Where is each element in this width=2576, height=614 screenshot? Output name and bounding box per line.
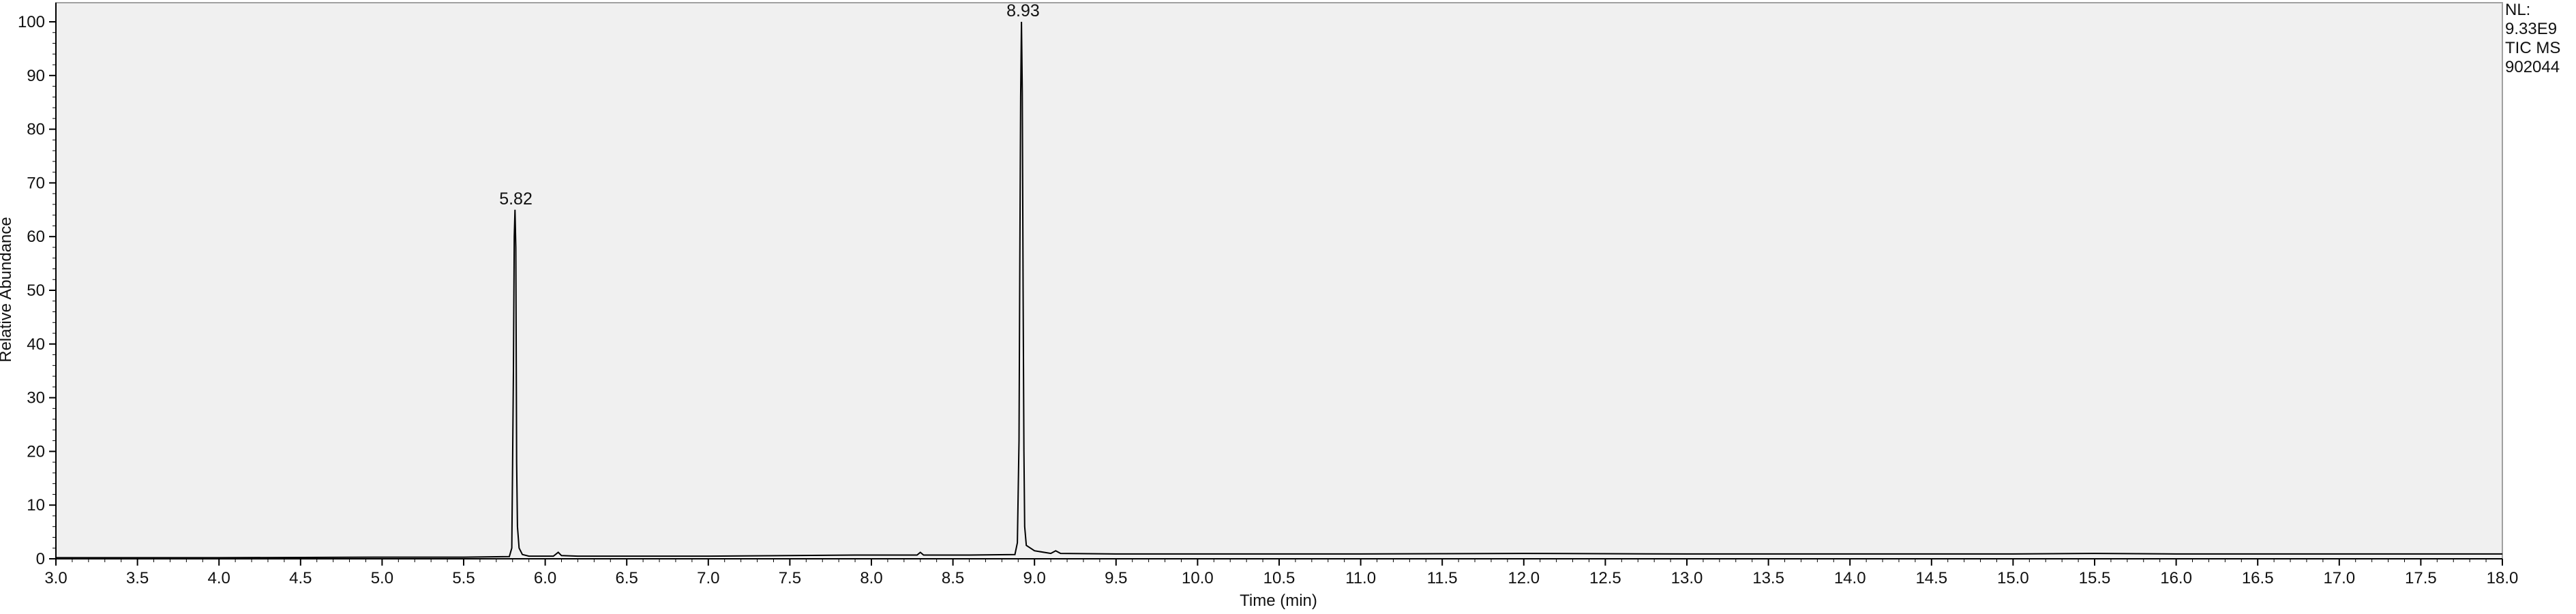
plot-area (55, 2, 2503, 559)
x-tick-label: 16.5 (2242, 569, 2274, 587)
y-tick-label: 60 (27, 228, 45, 246)
x-tick-label: 11.5 (1427, 569, 1458, 587)
y-tick-label: 30 (27, 389, 45, 408)
y-tick-label: 70 (27, 174, 45, 192)
x-tick-label: 14.5 (1915, 569, 1947, 587)
info-nl-value: 9.33E9 (2505, 20, 2557, 38)
x-tick-label: 14.0 (1834, 569, 1866, 587)
chromatogram-trace (56, 21, 2502, 559)
x-tick-label: 9.5 (1105, 569, 1127, 587)
x-tick-label: 17.5 (2405, 569, 2437, 587)
x-tick-label: 5.0 (371, 569, 393, 587)
y-tick-label: 80 (27, 121, 45, 139)
info-nl-label: NL: (2505, 1, 2530, 19)
x-tick-label: 7.5 (779, 569, 801, 587)
x-tick-label: 15.5 (2079, 569, 2111, 587)
info-panel: NL: 9.33E9 TIC MS 902044 (2505, 1, 2560, 76)
x-tick-label: 10.0 (1182, 569, 1214, 587)
x-tick-label: 12.0 (1508, 569, 1540, 587)
peak-label: 8.93 (1006, 1, 1040, 20)
y-axis-title: Relative Abundance (0, 217, 15, 363)
x-tick-label: 8.0 (860, 569, 882, 587)
peak-label: 5.82 (499, 189, 533, 209)
x-tick-label: 15.0 (1997, 569, 2029, 587)
info-scan-type: TIC MS (2505, 39, 2560, 57)
x-tick-label: 4.5 (289, 569, 312, 587)
x-tick-label: 13.0 (1671, 569, 1703, 587)
x-tick-label: 16.0 (2160, 569, 2192, 587)
y-tick-label: 40 (27, 335, 45, 354)
x-tick-label: 3.0 (44, 569, 67, 587)
y-tick-label: 100 (18, 13, 45, 31)
y-tick-label: 0 (36, 550, 45, 568)
x-tick-label: 12.5 (1589, 569, 1621, 587)
x-tick-label: 7.0 (697, 569, 719, 587)
y-tick-label: 90 (27, 67, 45, 85)
y-tick-label: 20 (27, 442, 45, 461)
info-file-id: 902044 (2505, 58, 2560, 76)
x-tick-label: 6.5 (616, 569, 638, 587)
x-tick-label: 17.0 (2323, 569, 2355, 587)
x-tick-label: 3.5 (126, 569, 149, 587)
x-tick-label: 5.5 (452, 569, 475, 587)
x-tick-label: 4.0 (208, 569, 230, 587)
axes: 3.0 3.5 4.0 4.5 5.0 5.5 6.0 6.5 7.0 7.5 8.0 8.5 9.0 9… (18, 3, 2518, 587)
x-tick-label: 11.0 (1345, 569, 1376, 587)
x-tick-label: 13.5 (1752, 569, 1784, 587)
peak-labels: 5.82 8.93 (499, 1, 1040, 209)
y-tick-label: 50 (27, 281, 45, 300)
x-tick-label: 18.0 (2487, 569, 2519, 587)
x-tick-label: 9.0 (1023, 569, 1046, 587)
x-tick-label: 10.5 (1263, 569, 1296, 587)
x-axis-title: Time (min) (1240, 592, 1317, 610)
y-tick-label: 10 (27, 496, 45, 515)
x-tick-label: 8.5 (942, 569, 964, 587)
x-tick-label: 6.0 (534, 569, 556, 587)
